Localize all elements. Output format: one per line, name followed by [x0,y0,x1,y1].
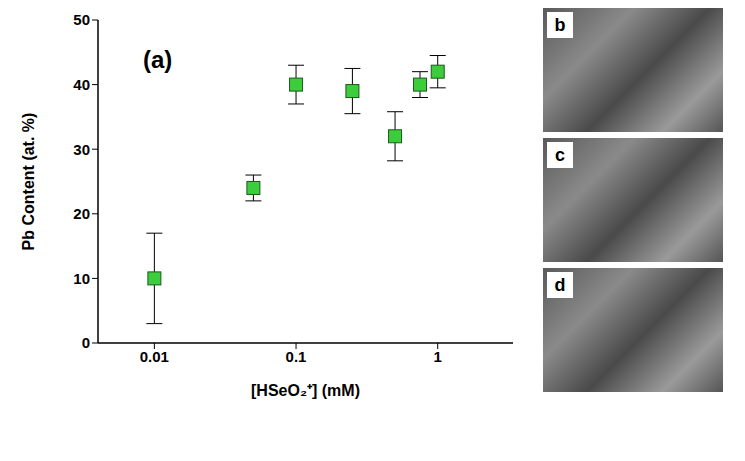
html-text:c: c [555,145,565,165]
html-text:(a): (a) [143,46,173,73]
svg-text:50: 50 [73,11,90,28]
svg-text:0.1: 0.1 [286,348,307,365]
svg-text:0.01: 0.01 [140,348,169,365]
svg-text:Pb Content (at. %): Pb Content (at. %) [20,113,37,251]
svg-text:[HSeO₂⁺] (mM): [HSeO₂⁺] (mM) [251,382,360,399]
html-text:b: b [554,15,566,35]
svg-text:10: 10 [73,270,90,287]
svg-text:20: 20 [73,205,90,222]
svg-text:0: 0 [82,334,90,351]
svg-text:40: 40 [73,76,90,93]
html-text:d: d [554,275,566,295]
svg-text:30: 30 [73,141,90,158]
svg-text:1: 1 [434,348,442,365]
